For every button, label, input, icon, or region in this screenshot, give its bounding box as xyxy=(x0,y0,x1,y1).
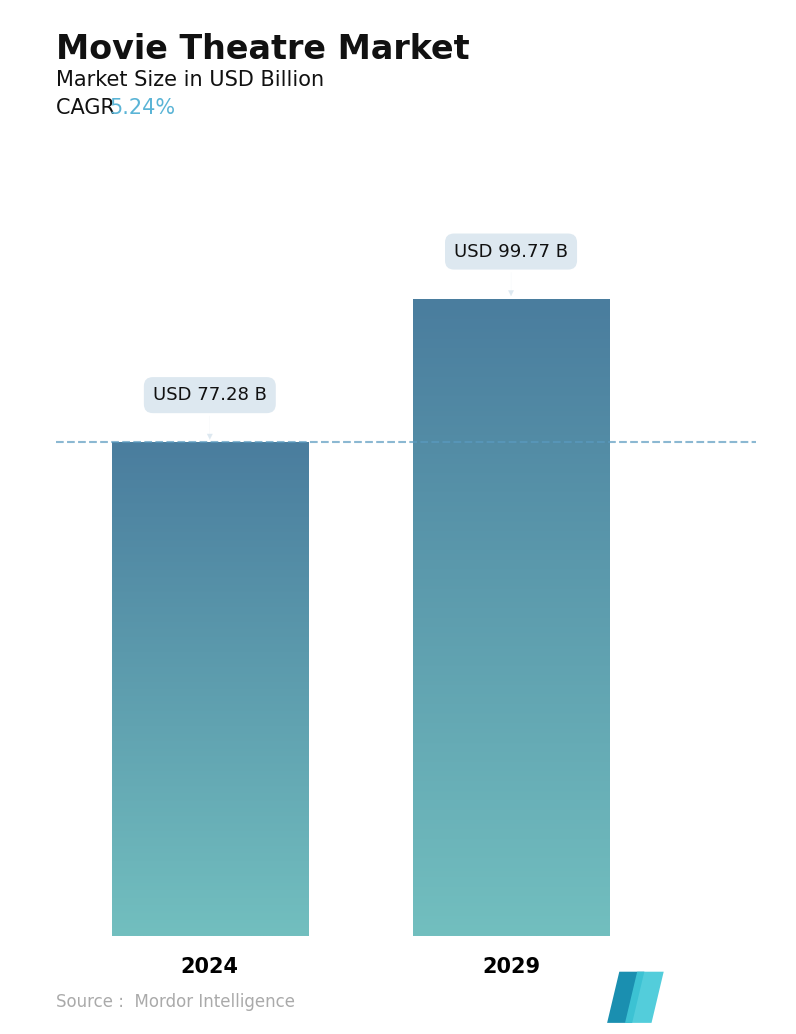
Text: 5.24%: 5.24% xyxy=(110,98,176,118)
Text: Movie Theatre Market: Movie Theatre Market xyxy=(56,33,470,66)
Text: Source :  Mordor Intelligence: Source : Mordor Intelligence xyxy=(56,994,295,1011)
Text: Market Size in USD Billion: Market Size in USD Billion xyxy=(56,70,324,90)
Text: CAGR: CAGR xyxy=(56,98,121,118)
Text: USD 99.77 B: USD 99.77 B xyxy=(454,243,568,296)
Polygon shape xyxy=(607,972,645,1023)
Text: USD 77.28 B: USD 77.28 B xyxy=(153,386,267,439)
Polygon shape xyxy=(625,972,664,1023)
